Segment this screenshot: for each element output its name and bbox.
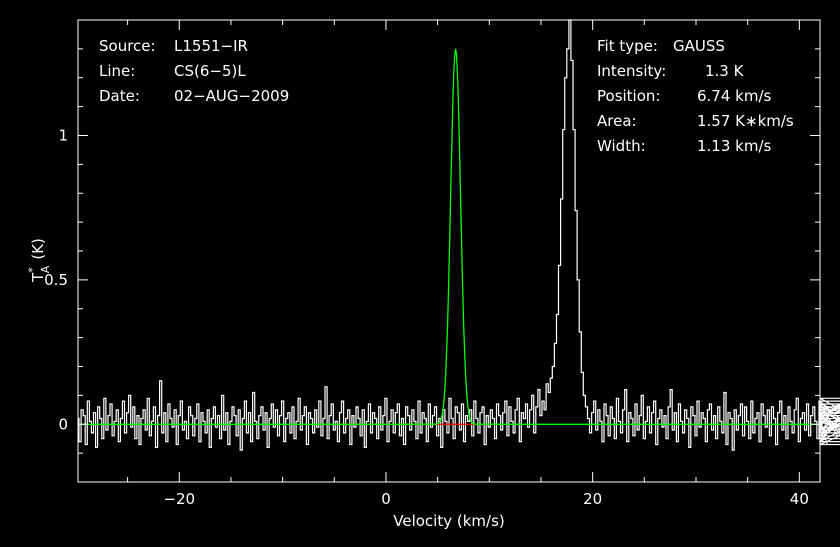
svg-text:T*A(K): T*A (K) [26, 238, 52, 283]
y-tick-label: 0.5 [44, 271, 68, 289]
gaussian-fit-line [78, 48, 820, 425]
info-date-key: Date: [99, 87, 140, 105]
y-tick-label: 0 [58, 415, 68, 433]
info-intensity-value: 1.3 K [705, 62, 745, 80]
x-tick-label: 20 [583, 490, 602, 508]
info-area-value: 1.57 K∗km/s [697, 112, 794, 130]
info-area-key: Area: [597, 112, 637, 130]
x-tick-label: 40 [790, 490, 809, 508]
x-axis-label: Velocity (km/s) [393, 512, 504, 530]
y-axis-label: T*A (K) [26, 238, 52, 283]
info-fit-type-value: GAUSS [673, 37, 725, 55]
info-date-value: 02−AUG−2009 [174, 87, 289, 105]
y-axis-label-sub: A [39, 265, 52, 273]
x-tick-label: 0 [381, 490, 391, 508]
plot-layer [78, 19, 840, 451]
x-tick-label: −20 [163, 490, 195, 508]
info-width-key: Width: [597, 137, 646, 155]
tick-marks [78, 19, 820, 483]
y-axis-label-unit: (K) [29, 238, 47, 260]
info-position-value: 6.74 km/s [697, 87, 772, 105]
y-axis-label-sup: * [26, 267, 39, 273]
info-position-key: Position: [597, 87, 660, 105]
info-fit-type-key: Fit type: [597, 37, 658, 55]
info-source-key: Source: [99, 37, 156, 55]
spectrum-line [78, 19, 840, 451]
y-axis-label-main: T [29, 272, 47, 283]
y-tick-label: 1 [58, 127, 68, 145]
info-right: Fit type: GAUSS Intensity: 1.3 K Positio… [597, 37, 794, 155]
info-source-value: L1551−IR [174, 37, 248, 55]
info-width-value: 1.13 km/s [697, 137, 772, 155]
info-left: Source: L1551−IR Line: CS(6−5)L Date: 02… [99, 37, 289, 105]
tick-labels: −20 0 20 40 0 0.5 1 [44, 127, 809, 509]
info-intensity-key: Intensity: [597, 62, 666, 80]
info-line-key: Line: [99, 62, 135, 80]
info-line-value: CS(6−5)L [174, 62, 246, 80]
